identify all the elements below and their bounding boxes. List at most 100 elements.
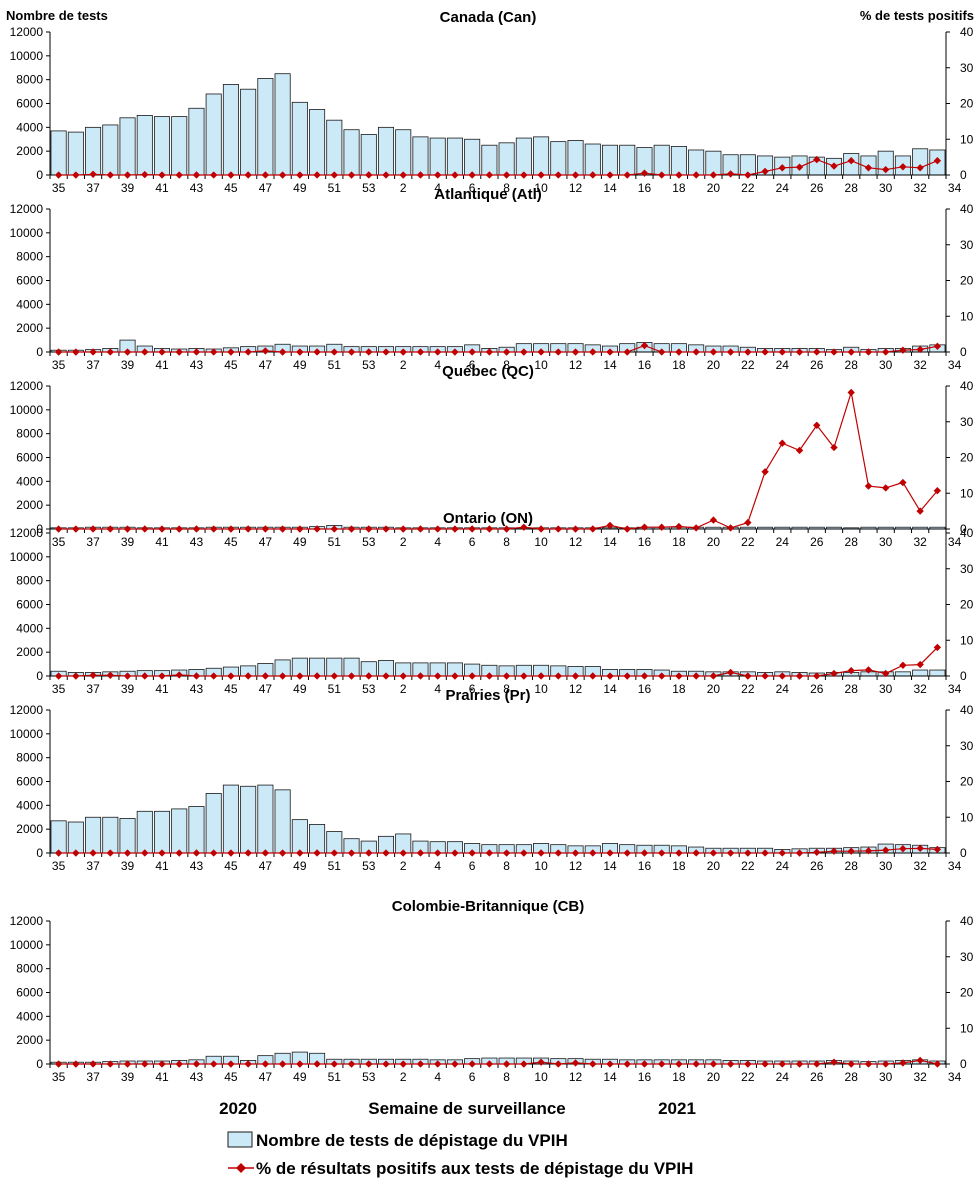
right-tick-label: 10 (960, 132, 974, 146)
bar (67, 131, 84, 176)
x-tick-label: 8 (503, 682, 510, 696)
x-tick-label: 49 (293, 181, 307, 195)
pct-point (778, 672, 786, 680)
x-tick-label: 22 (741, 1070, 755, 1084)
bar (205, 793, 222, 854)
x-tick-label: 24 (776, 859, 790, 873)
bar (171, 116, 188, 176)
pct-point (589, 1060, 597, 1068)
x-tick-label: 53 (362, 358, 376, 372)
left-tick-label: 12000 (10, 202, 44, 216)
x-tick-label: 49 (293, 358, 307, 372)
left-tick-label: 8000 (16, 427, 43, 441)
x-tick-label: 28 (845, 358, 859, 372)
x-tick-label: 34 (948, 535, 962, 549)
x-tick-label: 47 (259, 682, 273, 696)
x-tick-label: 8 (503, 859, 510, 873)
panel-title: Ontario (ON) (443, 510, 533, 527)
x-tick-label: 28 (845, 535, 859, 549)
pct-point (761, 167, 769, 176)
pct-point (434, 1060, 442, 1068)
pct-point (640, 849, 649, 857)
bar (50, 130, 67, 176)
bar (481, 144, 498, 176)
pct-point (623, 348, 631, 356)
x-tick-label: 53 (362, 682, 376, 696)
pct-positive-line (58, 646, 938, 677)
left-tick-label: 4000 (16, 120, 43, 134)
pct-point (916, 345, 924, 354)
x-tick-label: 35 (52, 358, 66, 372)
left-tick-label: 6000 (16, 775, 43, 789)
x-tick-label: 30 (879, 181, 893, 195)
left-tick-label: 10000 (10, 727, 44, 741)
pct-point (175, 171, 183, 179)
left-tick-label: 6000 (16, 97, 43, 111)
panel-title: Québec (QC) (442, 363, 534, 380)
pct-point (416, 672, 425, 680)
pct-point (795, 849, 804, 857)
x-tick-label: 18 (672, 358, 686, 372)
x-tick-label: 51 (328, 358, 342, 372)
pct-point (640, 672, 649, 680)
pct-point (675, 672, 683, 680)
pct-point (227, 849, 235, 857)
right-tick-label: 20 (960, 274, 974, 288)
pct-point (744, 672, 752, 680)
pct-point (623, 1060, 631, 1068)
left-tick-label: 10000 (10, 403, 44, 417)
x-tick-label: 10 (534, 535, 548, 549)
pct-point (692, 672, 700, 680)
pct-point (571, 672, 580, 680)
x-tick-label: 26 (810, 181, 824, 195)
pct-point (158, 348, 166, 356)
pct-point (847, 666, 855, 675)
right-tick-label: 10 (960, 486, 974, 500)
bar (136, 115, 153, 176)
pct-point (141, 849, 149, 857)
x-tick-label: 45 (224, 1070, 238, 1084)
pct-point (899, 661, 907, 669)
x-tick-label: 28 (845, 682, 859, 696)
left-tick-label: 2000 (16, 1033, 43, 1047)
right-tick-label: 0 (960, 168, 967, 182)
pct-point (571, 525, 580, 533)
x-tick-label: 14 (603, 535, 617, 549)
x-tick-label: 22 (741, 535, 755, 549)
right-tick-label: 10 (960, 633, 974, 647)
left-tick-label: 4000 (16, 297, 43, 311)
x-tick-label: 12 (569, 682, 583, 696)
year-label-2020: 2020 (219, 1099, 257, 1118)
right-tick-label: 40 (960, 703, 974, 717)
pct-point (606, 672, 614, 680)
pct-point (210, 525, 218, 533)
pct-point (537, 525, 545, 533)
pct-point (726, 348, 735, 356)
pct-point (795, 1060, 804, 1068)
pct-point (485, 672, 494, 680)
x-tick-label: 53 (362, 1070, 376, 1084)
right-tick-label: 40 (960, 379, 974, 393)
x-tick-label: 26 (810, 358, 824, 372)
bar (929, 669, 946, 677)
x-tick-label: 8 (503, 358, 510, 372)
x-tick-label: 35 (52, 682, 66, 696)
left-tick-label: 4000 (16, 621, 43, 635)
left-tick-label: 2000 (16, 144, 43, 158)
pct-point (744, 849, 752, 857)
pct-positive-line (58, 847, 938, 854)
legend-bars-label: Nombre de tests de dépistage du VPIH (256, 1131, 568, 1150)
x-tick-label: 47 (259, 1070, 273, 1084)
left-tick-label: 0 (36, 345, 43, 359)
pct-point (899, 1059, 907, 1067)
bar (309, 109, 326, 176)
right-tick-label: 30 (960, 739, 974, 753)
pct-point (899, 845, 907, 853)
bar (601, 144, 619, 176)
pct-point (365, 348, 373, 356)
pct-point (382, 672, 390, 680)
x-tick-label: 8 (503, 181, 510, 195)
x-tick-label: 14 (603, 682, 617, 696)
bar (171, 808, 188, 854)
